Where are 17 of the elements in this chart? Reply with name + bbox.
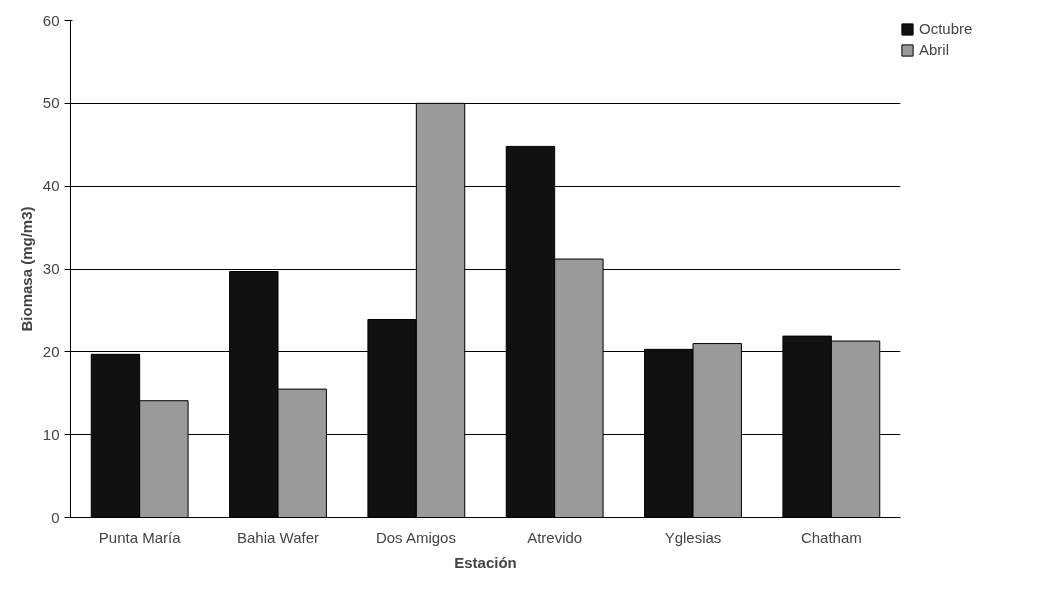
y-tick-label: 10 xyxy=(42,425,60,443)
x-tick-label: Dos Amigos xyxy=(375,528,456,546)
x-tick-label: Yglesias xyxy=(664,528,722,546)
x-tick-label: Atrevido xyxy=(527,528,583,546)
y-tick-label: 20 xyxy=(42,342,60,360)
x-axis-title: Estación xyxy=(454,553,517,571)
y-tick-label: 60 xyxy=(42,11,60,29)
y-tick-label: 40 xyxy=(42,177,60,195)
y-tick-label: 0 xyxy=(51,508,60,526)
x-tick-label: Bahia Wafer xyxy=(237,528,319,546)
x-tick-label: Chatham xyxy=(800,528,862,546)
y-axis-title: Biomasa (mg/m3) xyxy=(17,206,35,332)
y-tick-label: 50 xyxy=(42,94,60,112)
legend-label: Octubre xyxy=(919,20,973,37)
x-tick-label: Punta María xyxy=(98,528,182,546)
y-tick-label: 30 xyxy=(42,260,60,277)
legend-label: Abril xyxy=(919,41,950,58)
